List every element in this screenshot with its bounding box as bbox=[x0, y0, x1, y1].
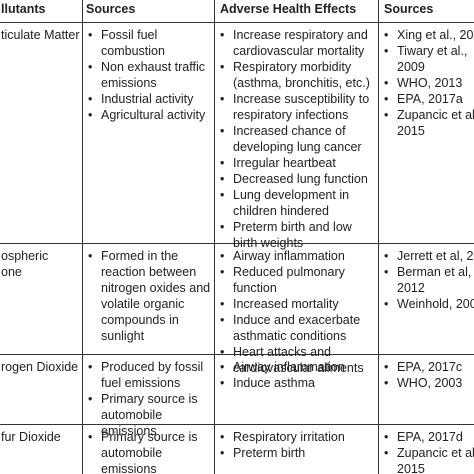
column-divider bbox=[378, 0, 379, 474]
list-item: Increase respiratory and cardiovascular … bbox=[218, 27, 378, 59]
header-adverse-health-effects: Adverse Health Effects bbox=[220, 2, 357, 16]
references-cell: EPA, 2017d Zupancic et al 2015 bbox=[382, 429, 474, 474]
list-item: Berman et al, 2012 bbox=[382, 264, 474, 296]
list-item: Respiratory irritation bbox=[218, 429, 378, 445]
column-divider bbox=[214, 0, 215, 474]
list-item: EPA, 2017a bbox=[382, 91, 474, 107]
sources-cell: Fossil fuel combustion Non exhaust traff… bbox=[86, 27, 214, 123]
column-divider bbox=[82, 0, 83, 474]
list-item: Formed in the reaction between nitrogen … bbox=[86, 248, 212, 344]
list-item: Induce and exacerbate asthmatic conditio… bbox=[218, 312, 378, 344]
list-item: Decreased lung function bbox=[218, 171, 378, 187]
pollutant-name: fur Dioxide bbox=[1, 430, 61, 444]
pollutant-name: rogen Dioxide bbox=[1, 360, 79, 374]
list-item: Tiwary et al., 2009 bbox=[382, 43, 474, 75]
list-item: EPA, 2017d bbox=[382, 429, 474, 445]
references-cell: Jerrett et al, 20 Berman et al, 2012 Wei… bbox=[382, 248, 474, 312]
effects-cell: Respiratory irritation Preterm birth bbox=[218, 429, 378, 461]
list-item: WHO, 2013 bbox=[382, 75, 474, 91]
list-item: Airway inflammation bbox=[218, 359, 378, 375]
list-item: Zupancic et al 2015 bbox=[382, 107, 474, 139]
list-item: Preterm birth and low birth weights bbox=[218, 219, 378, 251]
pollutant-name: ospheric one bbox=[1, 248, 48, 280]
list-item: Agricultural activity bbox=[86, 107, 214, 123]
list-item: Zupancic et al 2015 bbox=[382, 445, 474, 474]
list-item: Primary source is automobile emissions bbox=[86, 391, 210, 439]
list-item: Irregular heartbeat bbox=[218, 155, 378, 171]
list-item: Jerrett et al, 20 bbox=[382, 248, 474, 264]
header-pollutants: llutants bbox=[1, 2, 46, 16]
list-item: Respiratory morbidity (asthma, bronchiti… bbox=[218, 59, 378, 91]
list-item: Induce asthma bbox=[218, 375, 378, 391]
list-item: Industrial activity bbox=[86, 91, 214, 107]
header-references: Sources bbox=[384, 2, 434, 16]
list-item: Lung development in children hindered bbox=[218, 187, 378, 219]
list-item: Airway inflammation bbox=[218, 248, 378, 264]
list-item: Xing et al., 20 bbox=[382, 27, 474, 43]
list-item: Fossil fuel combustion bbox=[86, 27, 214, 59]
list-item: EPA, 2017c bbox=[382, 359, 462, 375]
list-item: Increase susceptibility to respiratory i… bbox=[218, 91, 378, 123]
header-divider bbox=[0, 22, 474, 23]
list-item: Primary source is automobile emissions bbox=[86, 429, 212, 474]
list-item: Reduced pulmonary function bbox=[218, 264, 378, 296]
list-item: Produced by fossil fuel emissions bbox=[86, 359, 210, 391]
list-item: Non exhaust traffic emissions bbox=[86, 59, 214, 91]
sources-cell: Produced by fossil fuel emissions Primar… bbox=[86, 359, 210, 439]
references-cell: Xing et al., 20 Tiwary et al., 2009 WHO,… bbox=[382, 27, 474, 139]
list-item: Increased chance of developing lung canc… bbox=[218, 123, 378, 155]
effects-cell: Airway inflammation Reduced pulmonary fu… bbox=[218, 248, 378, 376]
effects-cell: Airway inflammation Induce asthma bbox=[218, 359, 378, 391]
sources-cell: Formed in the reaction between nitrogen … bbox=[86, 248, 212, 344]
list-item: Preterm birth bbox=[218, 445, 378, 461]
effects-cell: Increase respiratory and cardiovascular … bbox=[218, 27, 378, 251]
pollutant-name: ticulate Matter bbox=[1, 28, 80, 42]
pollutant-name-line: one bbox=[1, 265, 22, 279]
list-item: WHO, 2003 bbox=[382, 375, 462, 391]
row-divider bbox=[0, 424, 474, 425]
list-item: Weinhold, 200 bbox=[382, 296, 474, 312]
pollutant-name-line: ospheric bbox=[1, 249, 49, 263]
list-item: Increased mortality bbox=[218, 296, 378, 312]
sources-cell: Primary source is automobile emissions bbox=[86, 429, 212, 474]
references-cell: EPA, 2017c WHO, 2003 bbox=[382, 359, 462, 391]
header-sources: Sources bbox=[86, 2, 136, 16]
